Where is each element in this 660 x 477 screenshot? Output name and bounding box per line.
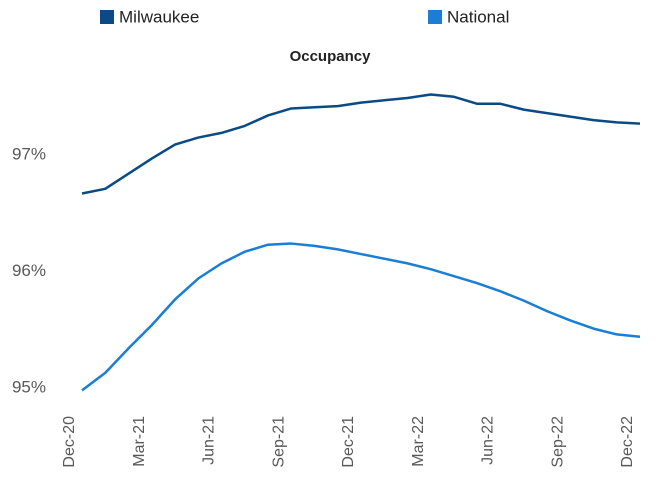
x-tick-label: Sep-21	[270, 416, 287, 468]
legend-swatch	[100, 10, 114, 24]
y-tick-label: 95%	[12, 377, 46, 396]
y-tick-label: 96%	[12, 261, 46, 280]
x-tick-label: Dec-20	[61, 416, 78, 468]
legend-swatch	[428, 10, 442, 24]
legend-label: Milwaukee	[119, 7, 199, 26]
x-tick-label: Jun-21	[201, 416, 218, 465]
chart-title: Occupancy	[290, 48, 372, 65]
x-tick-label: Dec-21	[340, 416, 357, 468]
series-line	[81, 93, 641, 195]
x-tick-label: Jun-22	[480, 416, 497, 465]
series-line	[81, 242, 641, 392]
x-tick-label: Sep-22	[549, 416, 566, 468]
x-tick-label: Dec-22	[619, 416, 636, 468]
legend-label: National	[447, 7, 509, 26]
x-tick-label: Mar-22	[410, 416, 427, 467]
x-tick-label: Mar-21	[131, 416, 148, 467]
y-tick-label: 97%	[12, 145, 46, 164]
